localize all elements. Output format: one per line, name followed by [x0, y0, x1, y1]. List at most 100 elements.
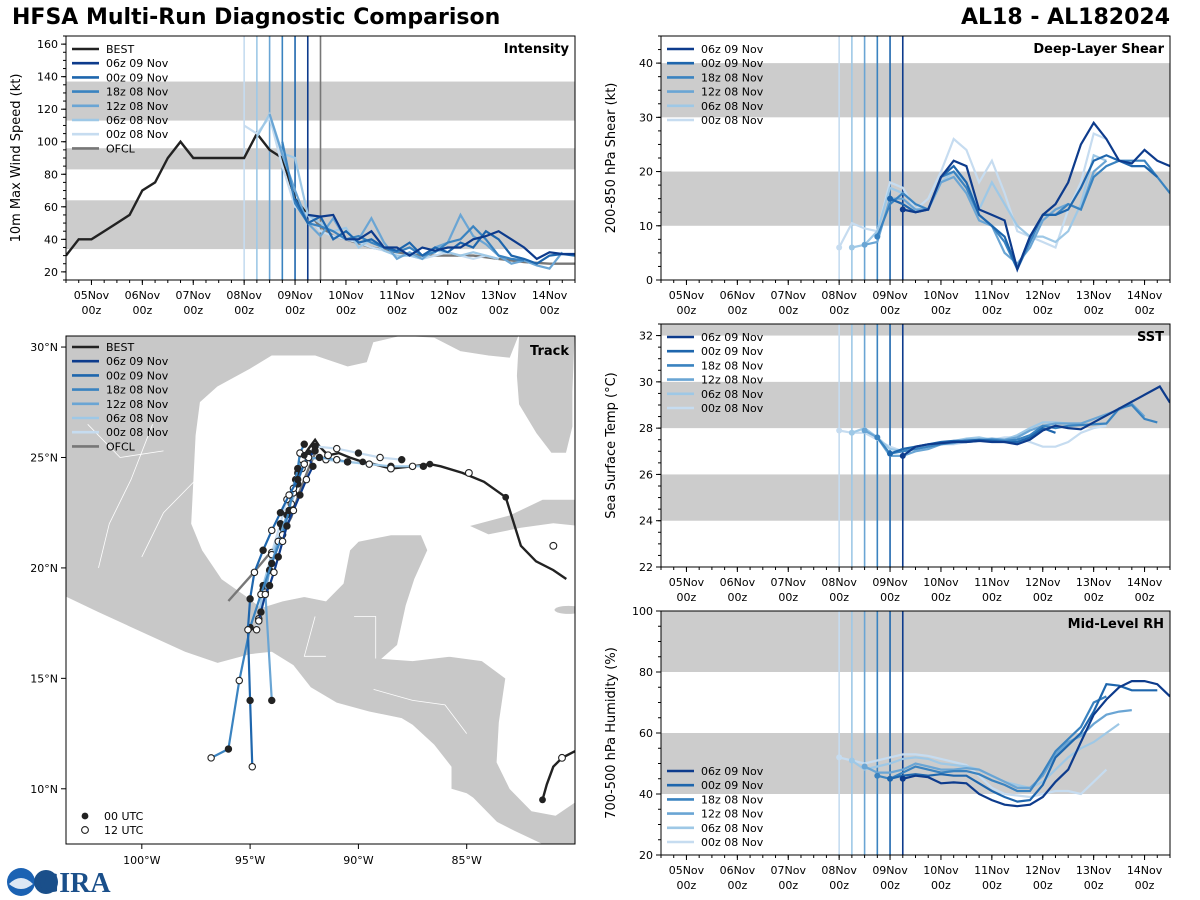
panel-title: Track: [530, 344, 569, 359]
x-tick-label: 12Nov: [1025, 576, 1061, 589]
x-tick-label: 06Nov: [720, 289, 756, 302]
run-line-06z-09-nov: [902, 679, 1170, 808]
run-start-marker: [887, 775, 894, 782]
best-marker-12utc: [324, 451, 333, 460]
x-tick-label: 07Nov: [771, 289, 807, 302]
x-tick-sublabel: 00z: [1135, 591, 1155, 604]
panel-title: SST: [1137, 330, 1164, 345]
threshold-band: [661, 381, 1170, 429]
track-marker-00utc: [246, 595, 254, 603]
legend-label: 06z 09 Nov: [106, 355, 169, 368]
legend-label: 00z 09 Nov: [701, 57, 764, 70]
x-tick-sublabel: 00z: [234, 304, 254, 317]
track-marker-00utc: [398, 455, 406, 464]
border-line: [303, 616, 326, 657]
x-tick-sublabel: 00z: [727, 591, 747, 604]
run-start-marker: [899, 452, 906, 459]
track-marker-12utc: [408, 462, 417, 471]
legend-label: 18z 08 Nov: [701, 71, 764, 84]
run-start-marker: [861, 241, 868, 248]
track-marker-00utc: [283, 522, 291, 530]
track-marker-12utc: [244, 626, 252, 634]
legend-label: 06z 08 Nov: [701, 822, 764, 835]
legend-label: 00z 09 Nov: [701, 779, 764, 792]
run-start-marker: [887, 195, 894, 202]
x-tick-sublabel: 00z: [1033, 304, 1053, 317]
x-tick-label: 09Nov: [277, 289, 313, 302]
run-line-12z-08-nov: [268, 113, 564, 270]
x-tick-sublabel: 00z: [489, 304, 509, 317]
x-tick-label: 14Nov: [1127, 576, 1163, 589]
x-tick-sublabel: 00z: [677, 591, 697, 604]
sst-plot-area: [661, 324, 1170, 567]
x-tick-sublabel: 00z: [132, 304, 152, 317]
best-marker-00utc: [359, 458, 367, 466]
lon-tick-label: 95°W: [235, 854, 265, 867]
globe-icon: [34, 870, 58, 894]
legend-label: 12z 08 Nov: [701, 808, 764, 821]
x-tick-sublabel: 00z: [1135, 304, 1155, 317]
marker-legend-label: 12 UTC: [104, 824, 144, 837]
track-marker-12utc: [376, 453, 384, 462]
track-marker-00utc: [343, 458, 352, 466]
border-line: [98, 424, 153, 568]
lat-tick-label: 20°N: [30, 562, 58, 575]
legend-label: 00z 08 Nov: [701, 402, 764, 415]
y-tick-label: 30: [639, 376, 653, 389]
track-marker-12utc: [302, 475, 311, 484]
track-marker-12utc: [300, 460, 309, 468]
run-line-00z-08-nov: [838, 753, 1108, 799]
x-tick-sublabel: 00z: [880, 879, 900, 892]
x-tick-sublabel: 00z: [778, 879, 798, 892]
track-marker-00utc: [311, 447, 319, 455]
x-tick-label: 06Nov: [720, 864, 756, 877]
x-tick-label: 12Nov: [1025, 864, 1061, 877]
legend-label: 06z 09 Nov: [701, 765, 764, 778]
track-marker-12utc: [261, 590, 270, 599]
x-tick-sublabel: 00z: [829, 304, 849, 317]
track-marker-00utc: [224, 745, 233, 753]
x-tick-label: 10Nov: [923, 864, 959, 877]
x-tick-label: 05Nov: [669, 289, 705, 302]
legend-label: 06z 08 Nov: [106, 412, 169, 425]
x-tick-sublabel: 00z: [880, 591, 900, 604]
legend-label: 00z 08 Nov: [106, 128, 169, 141]
x-tick-sublabel: 00z: [931, 591, 951, 604]
legend-label: 18z 08 Nov: [701, 793, 764, 806]
track-marker-12utc: [365, 460, 373, 468]
x-tick-sublabel: 00z: [931, 879, 951, 892]
y-tick-label: 60: [44, 201, 58, 214]
lat-tick-label: 15°N: [30, 672, 58, 685]
x-tick-label: 08Nov: [226, 289, 262, 302]
intensity-plot-area: [66, 36, 575, 280]
track-marker-12utc: [248, 762, 257, 771]
legend-label: 18z 08 Nov: [701, 359, 764, 372]
x-tick-label: 09Nov: [872, 576, 908, 589]
legend-label: OFCL: [106, 440, 136, 453]
threshold-band: [661, 63, 1170, 118]
best-track-south: [541, 750, 575, 801]
run-line-00z-09-nov: [294, 198, 575, 265]
logo-text: CIRA: [39, 868, 111, 898]
x-tick-sublabel: 00z: [778, 304, 798, 317]
x-tick-label: 06Nov: [720, 576, 756, 589]
panel-title: Mid-Level RH: [1068, 617, 1164, 632]
x-tick-label: 10Nov: [328, 289, 364, 302]
legend-label: 06z 08 Nov: [701, 388, 764, 401]
y-tick-label: 20: [639, 849, 653, 862]
x-tick-label: 08Nov: [821, 289, 857, 302]
y-tick-label: 30: [639, 111, 653, 124]
x-tick-sublabel: 00z: [677, 304, 697, 317]
lat-tick-label: 25°N: [30, 451, 58, 464]
run-line-06z-09-nov: [902, 120, 1170, 273]
run-start-marker: [887, 450, 894, 457]
x-tick-sublabel: 00z: [1084, 591, 1104, 604]
y-tick-label: 80: [639, 666, 653, 679]
panel-title: Deep-Layer Shear: [1033, 42, 1164, 57]
run-start-marker: [848, 429, 855, 436]
y-tick-label: 20: [639, 166, 653, 179]
x-tick-label: 13Nov: [1076, 864, 1112, 877]
